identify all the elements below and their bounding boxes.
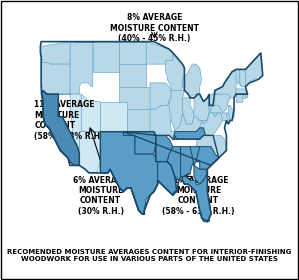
- Polygon shape: [182, 98, 194, 124]
- Polygon shape: [213, 72, 244, 98]
- Polygon shape: [228, 105, 234, 120]
- Polygon shape: [226, 113, 230, 120]
- Polygon shape: [245, 53, 263, 87]
- Polygon shape: [236, 69, 242, 87]
- Polygon shape: [79, 132, 100, 173]
- Polygon shape: [175, 113, 204, 132]
- Polygon shape: [194, 94, 209, 120]
- Polygon shape: [123, 132, 156, 154]
- Polygon shape: [120, 64, 146, 87]
- Polygon shape: [173, 128, 205, 139]
- Polygon shape: [181, 147, 194, 177]
- Polygon shape: [70, 42, 93, 94]
- Text: 11% AVERAGE
MOISTURE
CONTENT
(58% - 63% R.H.): 11% AVERAGE MOISTURE CONTENT (58% - 63% …: [162, 176, 235, 216]
- Polygon shape: [156, 136, 173, 162]
- Polygon shape: [209, 94, 230, 113]
- Polygon shape: [236, 94, 242, 102]
- Polygon shape: [182, 64, 202, 98]
- Polygon shape: [42, 90, 79, 165]
- Polygon shape: [41, 63, 70, 94]
- Polygon shape: [150, 83, 171, 109]
- Polygon shape: [202, 105, 221, 124]
- Polygon shape: [242, 94, 245, 98]
- Text: 6% AVERAGE
MOISTURE
CONTENT
(30% R.H.): 6% AVERAGE MOISTURE CONTENT (30% R.H.): [73, 176, 128, 216]
- Polygon shape: [81, 94, 100, 132]
- Polygon shape: [209, 105, 228, 124]
- Polygon shape: [100, 102, 127, 132]
- Text: 11% AVERAGE
MOISTURE
CONTENT
(58% - 63% R.H.): 11% AVERAGE MOISTURE CONTENT (58% - 63% …: [34, 101, 107, 141]
- Polygon shape: [198, 113, 223, 136]
- Polygon shape: [182, 173, 211, 222]
- Polygon shape: [100, 132, 123, 173]
- Polygon shape: [100, 132, 158, 214]
- Polygon shape: [127, 109, 150, 132]
- Polygon shape: [196, 136, 226, 158]
- Polygon shape: [236, 89, 248, 98]
- Polygon shape: [196, 147, 219, 169]
- Polygon shape: [167, 147, 181, 180]
- Polygon shape: [169, 90, 184, 132]
- Polygon shape: [146, 42, 173, 64]
- Polygon shape: [74, 42, 120, 72]
- Polygon shape: [150, 102, 177, 139]
- Text: RECOMENDED MOISTURE AVERAGES CONTENT FOR INTERIOR-FINISHING
WOODWORK FOR USE IN : RECOMENDED MOISTURE AVERAGES CONTENT FOR…: [7, 249, 292, 262]
- Polygon shape: [58, 94, 81, 154]
- Polygon shape: [158, 162, 177, 195]
- Polygon shape: [190, 147, 207, 184]
- Polygon shape: [120, 87, 150, 109]
- Polygon shape: [40, 42, 70, 64]
- Text: 8% AVERAGE
MOISTURE CONTENT
(40% - 45% R.H.): 8% AVERAGE MOISTURE CONTENT (40% - 45% R…: [110, 13, 199, 43]
- Polygon shape: [120, 42, 146, 64]
- Polygon shape: [165, 53, 184, 90]
- Polygon shape: [240, 69, 245, 87]
